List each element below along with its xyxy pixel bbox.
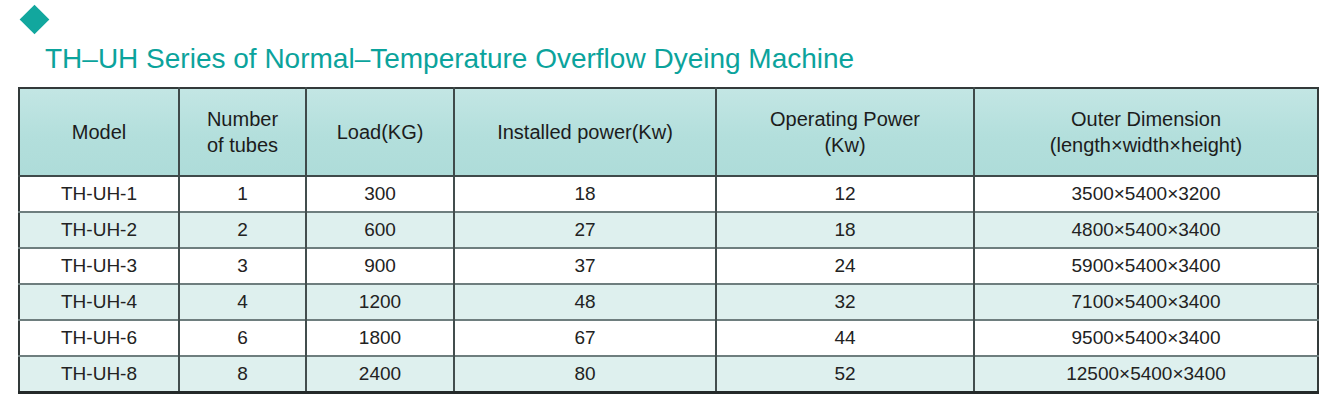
table-cell: 5900×5400×3400: [974, 248, 1318, 284]
table-cell: 1: [179, 176, 306, 212]
table-cell: 52: [716, 356, 974, 392]
diamond-icon: [20, 5, 50, 35]
table-cell: 900: [306, 248, 454, 284]
table-row: TH-UH-2260027184800×5400×3400: [19, 212, 1318, 248]
table-cell: 18: [716, 212, 974, 248]
column-header: Installed power(Kw): [454, 88, 716, 176]
table-cell: 6: [179, 320, 306, 356]
table-cell: 18: [454, 176, 716, 212]
table-cell: 8: [179, 356, 306, 392]
table-cell: 12: [716, 176, 974, 212]
table-cell: 37: [454, 248, 716, 284]
table-cell: 12500×5400×3400: [974, 356, 1318, 392]
table-cell: 1200: [306, 284, 454, 320]
table-cell: 9500×5400×3400: [974, 320, 1318, 356]
table-cell: 3: [179, 248, 306, 284]
table-cell: 32: [716, 284, 974, 320]
table-cell: 4: [179, 284, 306, 320]
table-row: TH-UH-44120048327100×5400×3400: [19, 284, 1318, 320]
table-cell: 24: [716, 248, 974, 284]
page: TH–UH Series of Normal–Temperature Overf…: [0, 0, 1334, 408]
table-body: TH-UH-1130018123500×5400×3200TH-UH-22600…: [19, 176, 1318, 392]
table-row: TH-UH-3390037245900×5400×3400: [19, 248, 1318, 284]
table-cell: 48: [454, 284, 716, 320]
table-row: TH-UH-882400805212500×5400×3400: [19, 356, 1318, 392]
table-cell: 600: [306, 212, 454, 248]
table-cell: TH-UH-6: [19, 320, 179, 356]
column-header: Number of tubes: [179, 88, 306, 176]
table-row: TH-UH-1130018123500×5400×3200: [19, 176, 1318, 212]
table-cell: 67: [454, 320, 716, 356]
column-header: Load(KG): [306, 88, 454, 176]
table-cell: 44: [716, 320, 974, 356]
table-cell: 300: [306, 176, 454, 212]
page-title: TH–UH Series of Normal–Temperature Overf…: [45, 43, 854, 75]
table-cell: 1800: [306, 320, 454, 356]
table-cell: TH-UH-8: [19, 356, 179, 392]
table-cell: TH-UH-4: [19, 284, 179, 320]
table-cell: 2: [179, 212, 306, 248]
table-cell: TH-UH-3: [19, 248, 179, 284]
table-cell: TH-UH-2: [19, 212, 179, 248]
column-header: Operating Power (Kw): [716, 88, 974, 176]
table-cell: 4800×5400×3400: [974, 212, 1318, 248]
table-cell: TH-UH-1: [19, 176, 179, 212]
table-cell: 2400: [306, 356, 454, 392]
table-cell: 80: [454, 356, 716, 392]
table-cell: 3500×5400×3200: [974, 176, 1318, 212]
spec-table: ModelNumber of tubesLoad(KG)Installed po…: [18, 87, 1319, 394]
column-header: Outer Dimension (length×width×height): [974, 88, 1318, 176]
table-cell: 27: [454, 212, 716, 248]
table-cell: 7100×5400×3400: [974, 284, 1318, 320]
table-row: TH-UH-66180067449500×5400×3400: [19, 320, 1318, 356]
column-header: Model: [19, 88, 179, 176]
table-header-row: ModelNumber of tubesLoad(KG)Installed po…: [19, 88, 1318, 176]
